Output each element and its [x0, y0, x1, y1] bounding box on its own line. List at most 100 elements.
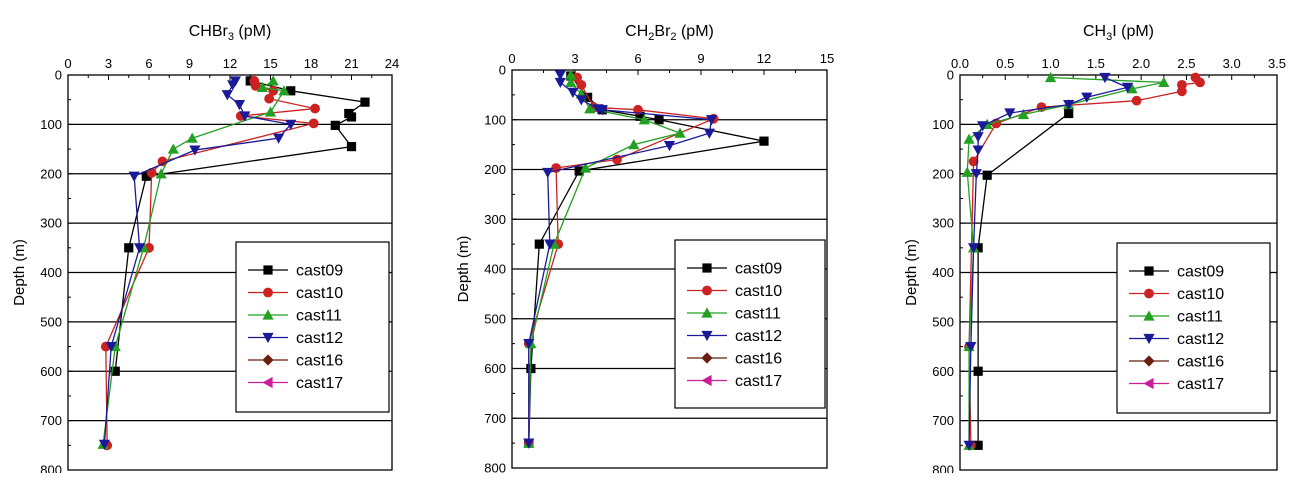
data-point-cast12	[1063, 100, 1075, 111]
series-line-cast11	[102, 80, 286, 445]
data-point-cast12	[523, 438, 535, 449]
data-point-cast12	[233, 100, 246, 111]
data-point-cast09	[534, 239, 544, 249]
legend-marker-cast17	[262, 376, 273, 389]
series-line-cast11	[528, 74, 683, 444]
data-point-cast12	[972, 132, 984, 143]
legend-label-cast11: cast11	[1177, 309, 1223, 326]
data-point-cast12	[663, 141, 676, 152]
x-tick-label: 18	[304, 56, 318, 71]
title-tail: (pM)	[234, 23, 271, 40]
legend-marker-cast11	[701, 307, 713, 318]
x-tick-label: 6	[634, 51, 641, 66]
data-point-cast11	[186, 132, 198, 143]
title-tail: (pM)	[677, 23, 714, 40]
y-tick-label: 400	[40, 265, 62, 280]
data-point-cast11	[1017, 108, 1029, 120]
legend-label-cast09: cast09	[1177, 264, 1224, 281]
chart-title: CH3I (pM)	[1083, 23, 1154, 43]
data-point-cast09	[330, 120, 340, 130]
data-point-cast12	[523, 339, 535, 350]
legend-label-cast10: cast10	[735, 283, 782, 300]
data-point-cast11	[674, 127, 686, 138]
title-subscript: 2	[670, 31, 676, 43]
series-line-cast09	[977, 112, 1070, 446]
y-tick-label: 100	[484, 112, 506, 127]
data-point-cast09	[110, 366, 120, 376]
chart-title: CH2Br2 (pM)	[625, 23, 714, 43]
data-point-cast09	[124, 243, 134, 253]
data-point-cast12	[705, 115, 718, 126]
legend-label-cast11: cast11	[296, 308, 342, 325]
x-tick-label: 9	[697, 51, 704, 66]
data-point-cast09	[574, 166, 584, 176]
y-tick-label: 500	[932, 314, 954, 329]
data-point-cast12	[221, 90, 233, 101]
x-tick-label: 0.5	[996, 56, 1014, 71]
data-point-cast10	[1177, 86, 1187, 97]
legend-marker-cast09	[702, 263, 712, 273]
data-point-cast10	[576, 80, 587, 90]
legend-label-cast12: cast12	[296, 330, 343, 347]
y-tick-label: 300	[932, 216, 954, 231]
legend-label-cast16: cast16	[735, 351, 782, 368]
legend-marker-cast16	[701, 352, 713, 364]
data-point-cast09	[635, 111, 645, 121]
data-point-cast11	[267, 75, 279, 86]
legend-label-cast10: cast10	[296, 285, 343, 302]
title-main: CH	[1083, 23, 1106, 40]
data-point-cast11	[579, 162, 592, 173]
data-point-cast11	[167, 143, 179, 154]
data-point-cast12	[133, 243, 146, 254]
y-tick-label: 600	[932, 364, 954, 379]
data-point-cast10	[1195, 77, 1205, 88]
data-point-cast09	[973, 366, 983, 376]
x-tick-label: 2.0	[1132, 56, 1150, 71]
data-point-cast12	[977, 121, 989, 132]
data-point-cast10	[250, 80, 261, 91]
data-point-cast09	[982, 170, 992, 180]
legend-marker-cast09	[263, 265, 273, 275]
data-point-cast12	[703, 128, 715, 139]
x-tick-label: 0.0	[951, 56, 969, 71]
data-point-cast12	[128, 171, 140, 182]
x-tick-label: 3.5	[1268, 56, 1286, 71]
y-tick-label: 800	[484, 461, 506, 474]
data-point-cast11	[155, 168, 167, 179]
x-tick-label: 3	[105, 56, 112, 71]
data-point-cast11	[1044, 71, 1057, 83]
x-tick-label: 2.5	[1177, 56, 1195, 71]
y-tick-label: 800	[932, 463, 954, 474]
legend-marker-cast16	[1143, 355, 1155, 367]
data-point-cast09	[654, 115, 664, 125]
x-tick-label: 12	[223, 56, 237, 71]
data-point-cast12	[967, 243, 980, 254]
data-point-cast11	[1158, 76, 1170, 88]
data-point-cast09	[286, 86, 296, 96]
x-tick-label: 0	[64, 56, 71, 71]
y-tick-label: 800	[40, 463, 62, 474]
data-point-cast09	[141, 171, 151, 181]
data-point-cast12	[554, 77, 566, 89]
legend-marker-cast17	[1143, 377, 1154, 390]
legend-marker-cast16	[262, 354, 274, 366]
legend-label-cast16: cast16	[1177, 354, 1224, 371]
data-point-cast10	[264, 93, 275, 104]
data-point-cast12	[965, 341, 977, 353]
legend: cast09 cast10 cast11 cast12 cast16 cast17	[674, 239, 826, 409]
y-tick-label: 300	[40, 216, 62, 231]
y-tick-label: 700	[484, 411, 506, 426]
series-line-cast12	[968, 76, 1130, 446]
legend-marker-cast10	[702, 285, 712, 296]
legend-marker-cast11	[1143, 310, 1155, 321]
x-tick-label: 21	[344, 56, 358, 71]
data-point-cast12	[239, 111, 251, 122]
data-point-cast11	[638, 114, 650, 125]
data-point-cast12	[567, 87, 579, 98]
y-tick-label: 0	[55, 68, 62, 83]
legend-label-cast11: cast11	[735, 306, 781, 323]
legend-marker-cast12	[262, 332, 274, 344]
legend-marker-cast10	[1144, 288, 1154, 299]
y-tick-label: 100	[932, 117, 954, 132]
